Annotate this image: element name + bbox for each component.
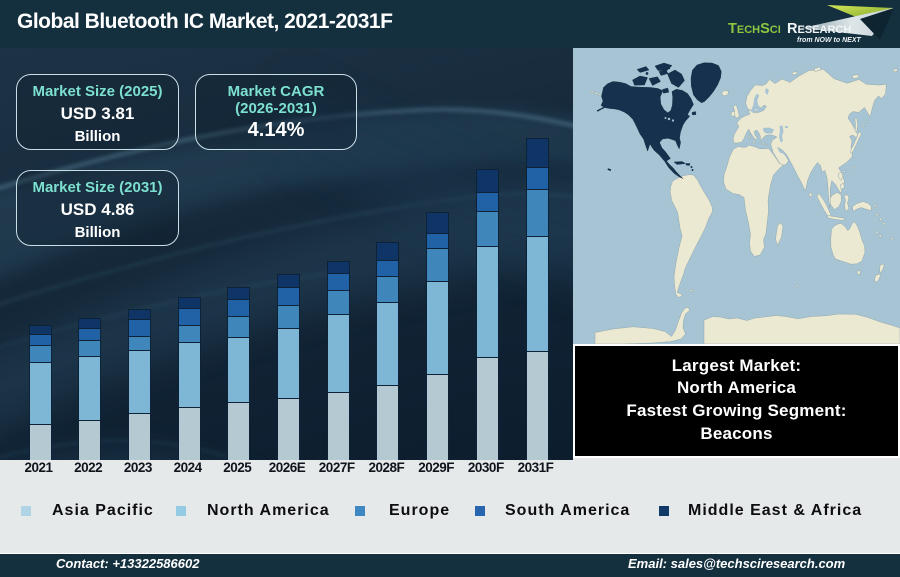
svg-text:TECHSCI: TECHSCI (728, 21, 781, 37)
svg-text:from NOW to NEXT: from NOW to NEXT (797, 37, 861, 44)
svg-text:RESEARCH: RESEARCH (787, 21, 851, 37)
